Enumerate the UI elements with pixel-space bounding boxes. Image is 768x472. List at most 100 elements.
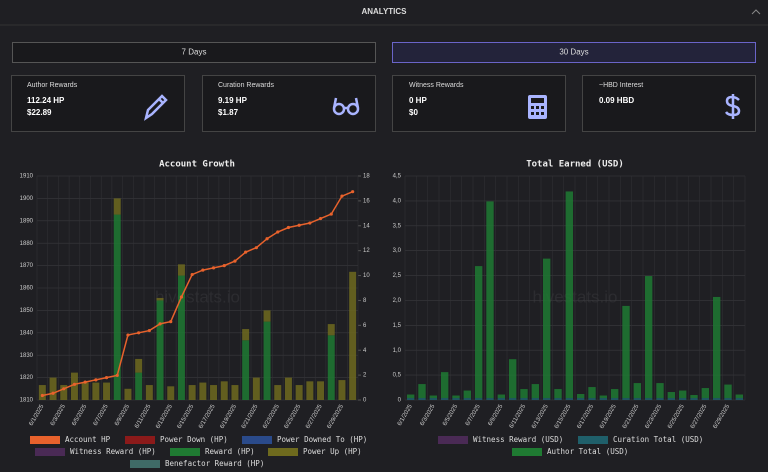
- header-bar: [0, 0, 768, 25]
- y-tick-label: 0,5: [393, 373, 402, 379]
- card-box: [202, 75, 376, 132]
- dollar-icon: [724, 94, 741, 119]
- bar: [306, 381, 314, 400]
- y-tick-label: 1850: [20, 308, 34, 314]
- bar: [599, 398, 608, 400]
- x-tick-label: 6/11/2025: [509, 403, 528, 429]
- legend-label: Power Downed To (HP): [277, 435, 367, 444]
- line-point: [51, 391, 55, 395]
- x-tick-label: 6/9/2025: [114, 403, 131, 427]
- card: ~HBD Interest 0.09 HBD: [582, 75, 756, 132]
- legend-swatch: [242, 436, 272, 444]
- line-point: [244, 250, 248, 254]
- legend-swatch: [125, 436, 155, 444]
- legend-label: Benefactor Reward (HP): [165, 459, 264, 468]
- bar: [440, 398, 449, 400]
- line-point: [104, 376, 109, 380]
- chart-title: Account Growth: [159, 160, 235, 170]
- bar: [508, 398, 517, 400]
- x-tick-label: 6/29/2025: [713, 403, 732, 430]
- line-point: [308, 221, 312, 225]
- card-value: 0.09 HBD: [599, 96, 634, 105]
- tab-label[interactable]: 7 Days: [182, 48, 207, 57]
- x-tick-label: 6/3/2025: [50, 403, 67, 427]
- y-tick-label: 1860: [20, 286, 34, 292]
- x-tick-label: 6/21/2025: [622, 403, 641, 430]
- bar: [474, 266, 483, 399]
- x-tick-label: 6/13/2025: [155, 403, 174, 430]
- y-tick-label: 0: [398, 398, 402, 404]
- y2-tick-label: 16: [363, 198, 370, 204]
- y-tick-label: 4,0: [393, 198, 402, 204]
- bar: [210, 385, 218, 400]
- legend-label: Witness Reward (HP): [70, 447, 156, 456]
- card-value: 112.24 HP: [27, 96, 65, 105]
- bar: [531, 398, 540, 400]
- bar: [242, 340, 250, 400]
- bar: [531, 384, 540, 399]
- bar: [220, 381, 228, 400]
- bar: [576, 394, 585, 399]
- x-tick-label: 6/21/2025: [241, 403, 260, 430]
- bar: [349, 271, 357, 400]
- card-value: $22.89: [27, 108, 52, 117]
- line-point: [126, 333, 130, 337]
- x-tick-label: 6/23/2025: [262, 403, 281, 430]
- legend-swatch: [30, 436, 60, 444]
- bar: [60, 385, 68, 400]
- bar: [145, 385, 153, 400]
- bar: [735, 398, 744, 400]
- collapse-caret[interactable]: [751, 9, 761, 15]
- legend-label: Curation Total (USD): [613, 435, 703, 444]
- bar: [486, 201, 494, 399]
- y-tick-label: 1880: [20, 241, 34, 247]
- tab-label[interactable]: 30 Days: [559, 48, 588, 57]
- bar: [520, 389, 528, 399]
- x-tick-label: 6/5/2025: [442, 403, 459, 427]
- bar: [49, 377, 57, 400]
- bar: [429, 395, 438, 399]
- bar: [338, 380, 346, 400]
- bar: [38, 385, 46, 400]
- y-tick-label: 1,5: [393, 323, 402, 329]
- bar: [678, 398, 687, 400]
- card-title: Curation Rewards: [218, 82, 275, 89]
- tab-active[interactable]: [392, 42, 756, 63]
- line: [42, 190, 353, 397]
- x-tick-label: 6/11/2025: [134, 403, 153, 429]
- legend-swatch: [512, 448, 542, 456]
- x-tick-label: 6/29/2025: [327, 403, 346, 430]
- line-point: [254, 246, 258, 250]
- y2-tick-label: 0: [363, 398, 367, 404]
- line-point: [179, 295, 184, 299]
- bar: [452, 398, 460, 400]
- bar: [429, 398, 438, 400]
- bar: [274, 385, 282, 400]
- x-tick-label: 6/25/2025: [667, 403, 686, 430]
- card-title: Author Rewards: [27, 82, 78, 89]
- line-point: [62, 387, 66, 391]
- bar: [633, 398, 642, 400]
- legend-label: Account HP: [65, 435, 111, 444]
- tab[interactable]: [12, 42, 376, 63]
- y-tick-label: 1900: [20, 196, 34, 202]
- bar: [497, 394, 506, 399]
- line-point: [40, 393, 44, 398]
- bar: [418, 384, 426, 399]
- bar: [156, 297, 164, 301]
- x-tick-label: 6/1/2025: [397, 403, 414, 427]
- bar: [188, 385, 196, 400]
- bar: [156, 300, 164, 400]
- card-value: $0: [409, 108, 418, 117]
- pencil-icon: [144, 94, 168, 121]
- y-tick-label: 4,5: [393, 174, 402, 180]
- card: Author Rewards 112.24 HP $22.89: [11, 75, 185, 132]
- bar: [656, 383, 664, 399]
- line-point: [340, 194, 344, 198]
- legend-swatch: [438, 436, 468, 444]
- y2-tick-label: 12: [363, 248, 370, 254]
- line-point: [137, 331, 141, 335]
- y2-tick-label: 14: [363, 223, 370, 229]
- x-tick-label: 6/13/2025: [531, 403, 550, 430]
